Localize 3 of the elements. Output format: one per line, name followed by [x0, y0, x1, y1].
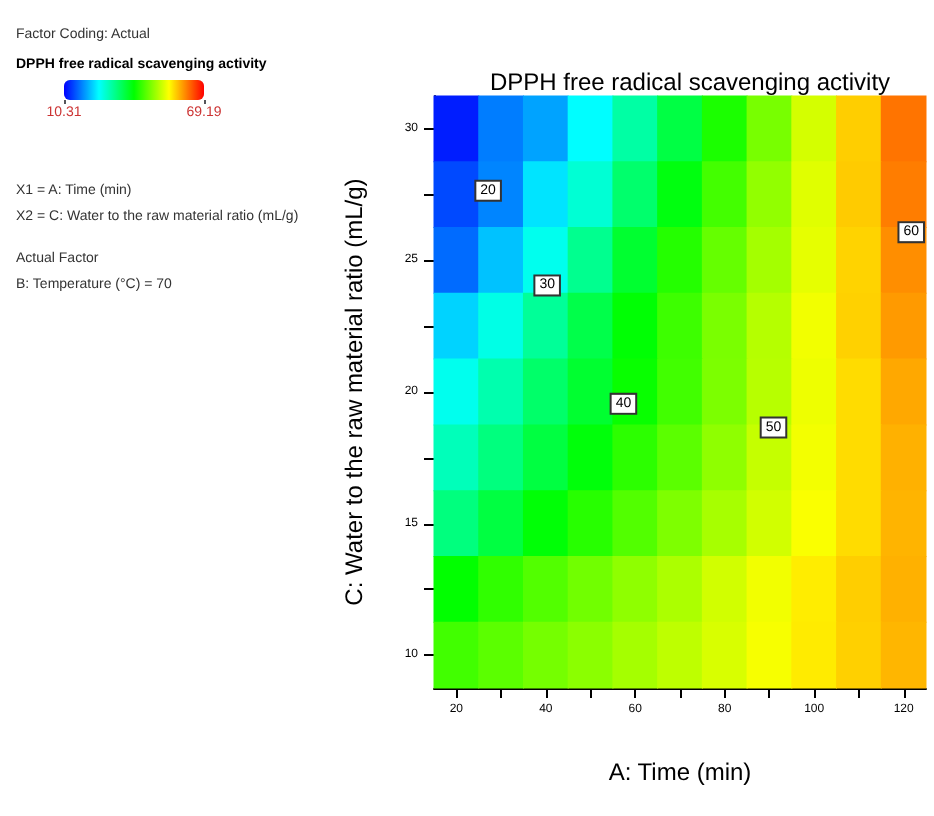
- chart-title: DPPH free radical scavenging activity: [489, 68, 891, 96]
- x-axis-title: A: Time (min): [608, 758, 752, 786]
- y-axis-title: C: Water to the raw material ratio (mL/g): [340, 178, 368, 606]
